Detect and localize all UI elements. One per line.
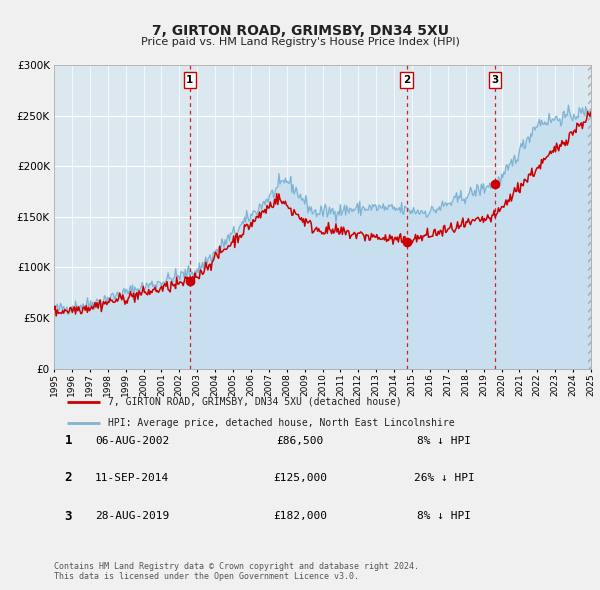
Text: 8% ↓ HPI: 8% ↓ HPI	[417, 436, 471, 445]
Text: 3: 3	[491, 75, 499, 85]
Text: Contains HM Land Registry data © Crown copyright and database right 2024.: Contains HM Land Registry data © Crown c…	[54, 562, 419, 571]
Text: 28-AUG-2019: 28-AUG-2019	[95, 512, 169, 521]
Text: 8% ↓ HPI: 8% ↓ HPI	[417, 512, 471, 521]
Text: 7, GIRTON ROAD, GRIMSBY, DN34 5XU: 7, GIRTON ROAD, GRIMSBY, DN34 5XU	[151, 24, 449, 38]
Text: 1: 1	[65, 434, 72, 447]
Text: HPI: Average price, detached house, North East Lincolnshire: HPI: Average price, detached house, Nort…	[108, 418, 454, 428]
Text: 2: 2	[65, 471, 72, 484]
Text: 26% ↓ HPI: 26% ↓ HPI	[413, 473, 475, 483]
Text: Price paid vs. HM Land Registry's House Price Index (HPI): Price paid vs. HM Land Registry's House …	[140, 37, 460, 47]
Text: 06-AUG-2002: 06-AUG-2002	[95, 436, 169, 445]
Text: 3: 3	[65, 510, 72, 523]
Text: £125,000: £125,000	[273, 473, 327, 483]
Bar	[589, 65, 591, 369]
Text: £86,500: £86,500	[277, 436, 323, 445]
Text: £182,000: £182,000	[273, 512, 327, 521]
Text: This data is licensed under the Open Government Licence v3.0.: This data is licensed under the Open Gov…	[54, 572, 359, 581]
Text: 7, GIRTON ROAD, GRIMSBY, DN34 5XU (detached house): 7, GIRTON ROAD, GRIMSBY, DN34 5XU (detac…	[108, 396, 401, 407]
Text: 11-SEP-2014: 11-SEP-2014	[95, 473, 169, 483]
Text: 2: 2	[403, 75, 410, 85]
Text: 1: 1	[186, 75, 193, 85]
